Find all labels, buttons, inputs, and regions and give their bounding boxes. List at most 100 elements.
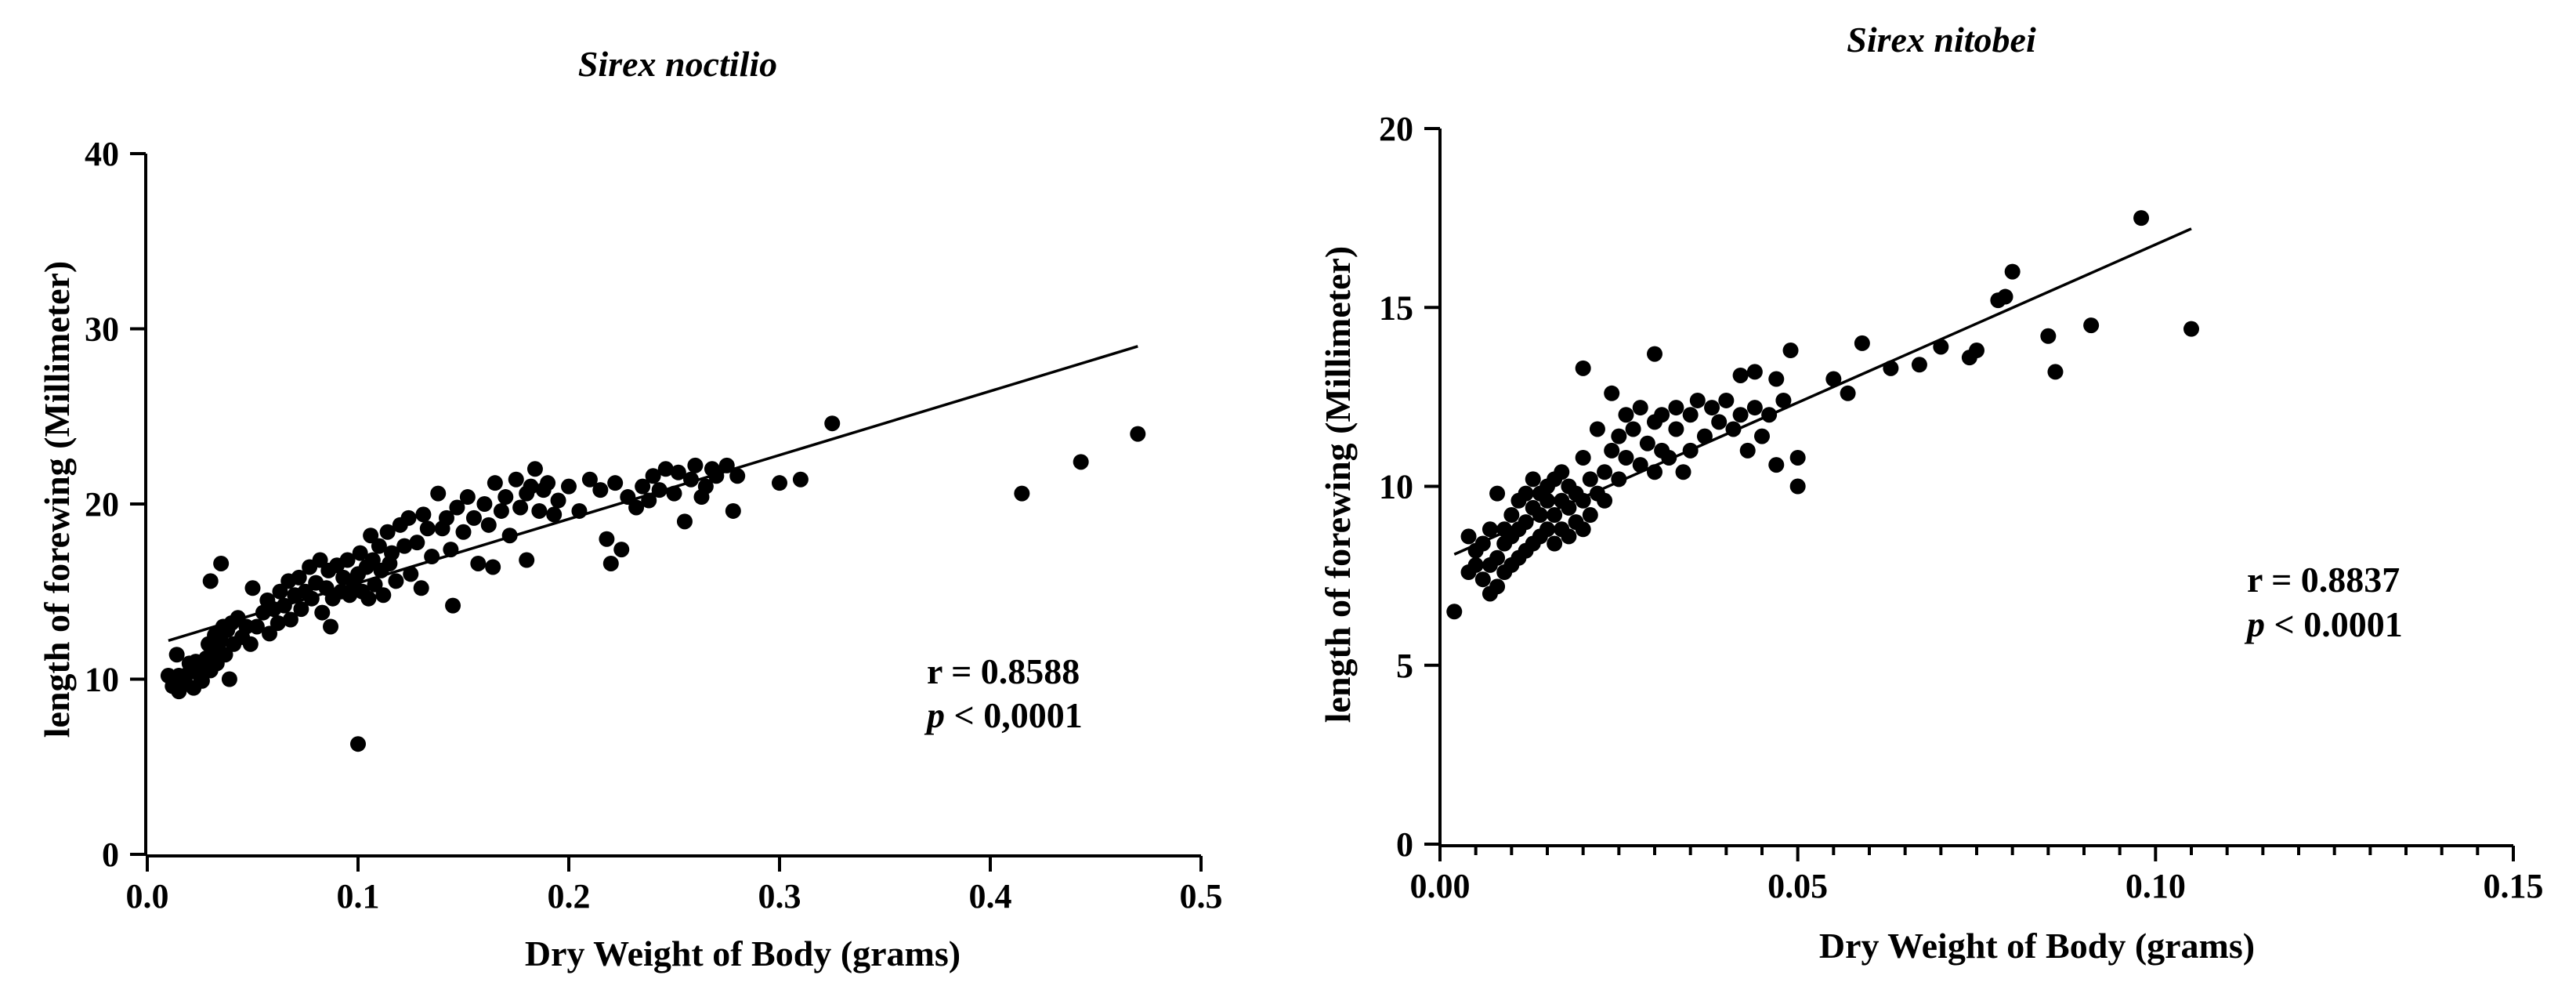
data-point (676, 513, 693, 530)
y-tick-label: 20 (1379, 110, 1413, 148)
data-point (312, 552, 328, 568)
fit-line (168, 345, 1138, 643)
data-point (1668, 421, 1684, 437)
data-point (1696, 428, 1713, 444)
data-point (531, 502, 548, 519)
data-point (2133, 210, 2150, 227)
data-point (291, 569, 307, 586)
chart-title: Sirex noctilio (578, 44, 777, 84)
data-point (371, 538, 387, 554)
x-tick-label: 0.15 (2484, 867, 2544, 905)
data-point (465, 509, 482, 526)
data-point (1825, 371, 1842, 387)
axes (144, 154, 1201, 857)
x-tick-label: 0.1 (337, 877, 380, 915)
x-tick-label: 0.05 (1767, 867, 1828, 905)
data-point (772, 475, 787, 491)
data-point (221, 671, 237, 687)
data-point (1632, 400, 1648, 416)
data-point (1718, 392, 1735, 408)
data-point (1854, 335, 1870, 351)
data-point (645, 468, 661, 484)
x-axis-label: Dry Weight of Body (grams) (1819, 926, 2255, 966)
data-point (244, 580, 261, 596)
data-point (599, 531, 615, 547)
data-point (272, 583, 288, 600)
x-tick-label: 0.2 (548, 877, 591, 915)
data-point (540, 475, 556, 491)
x-tick-label: 0.4 (969, 877, 1012, 915)
data-point (1489, 485, 1506, 502)
data-point (171, 668, 187, 684)
data-point (476, 496, 493, 512)
data-point (1739, 442, 1756, 459)
data-point (526, 461, 543, 477)
data-point (1711, 414, 1728, 430)
y-axis-label: length of forewing (Millimeter) (37, 261, 77, 738)
data-point (1575, 521, 1591, 538)
data-point (1460, 528, 1477, 545)
data-point (497, 489, 514, 506)
data-point (168, 647, 185, 663)
data-point (561, 478, 577, 495)
data-point (2047, 364, 2064, 380)
data-point (1789, 478, 1806, 495)
data-point (729, 468, 746, 484)
data-point (1503, 507, 1520, 524)
tick-labels: 0 10 20 30 40 0.0 0.1 0.2 0.3 0.4 0.5 (85, 135, 1223, 915)
chart-title: Sirex nitobei (1847, 20, 2036, 60)
x-tick-label: 0.00 (1410, 867, 1471, 905)
data-point (363, 528, 379, 544)
data-point (1582, 507, 1598, 524)
fit-line-group (1453, 227, 2192, 556)
x-tick-label: 0.5 (1180, 877, 1223, 915)
data-point (445, 597, 461, 614)
data-point (1446, 604, 1463, 620)
data-point (1582, 471, 1598, 488)
data-point (213, 555, 230, 571)
data-point (430, 485, 447, 502)
data-point (607, 475, 624, 491)
stat-p-symbol: p (924, 695, 945, 735)
data-point (581, 471, 598, 488)
chart-sirex-noctilio: Sirex noctilio length of forewing (Milli… (37, 44, 1223, 973)
data-point (339, 552, 356, 568)
data-point (1732, 407, 1749, 423)
data-point (1489, 549, 1506, 566)
data-points (160, 415, 1146, 752)
data-point (262, 625, 278, 642)
data-points (1446, 210, 2199, 620)
data-point (1597, 464, 1613, 480)
data-point (1775, 392, 1792, 408)
data-point (459, 489, 476, 506)
data-point (2004, 263, 2021, 280)
data-point (1597, 492, 1613, 509)
data-point (449, 499, 465, 516)
data-point (1482, 521, 1498, 538)
data-point (360, 590, 377, 607)
data-point (1911, 357, 1927, 373)
y-tick-label: 0 (1396, 825, 1413, 864)
data-point (485, 559, 501, 575)
data-point (375, 587, 392, 604)
data-point (508, 471, 524, 488)
data-point (1554, 464, 1570, 480)
stat-p-value: < 0,0001 (945, 695, 1083, 735)
data-point (403, 566, 419, 582)
stat-p-value: < 0.0001 (2265, 604, 2403, 644)
data-point (367, 576, 383, 593)
data-point (352, 545, 368, 561)
data-point (1467, 557, 1484, 573)
data-point (202, 573, 219, 589)
data-point (628, 499, 645, 516)
y-axis-label: length of forewing (Millimeter) (1318, 246, 1358, 723)
data-point (613, 542, 630, 558)
data-point (1654, 407, 1670, 423)
data-point (2183, 321, 2199, 337)
y-tick-label: 5 (1396, 647, 1413, 685)
data-point (1704, 400, 1720, 416)
data-point (1689, 392, 1706, 408)
data-point (1675, 464, 1691, 480)
data-point (350, 736, 366, 752)
